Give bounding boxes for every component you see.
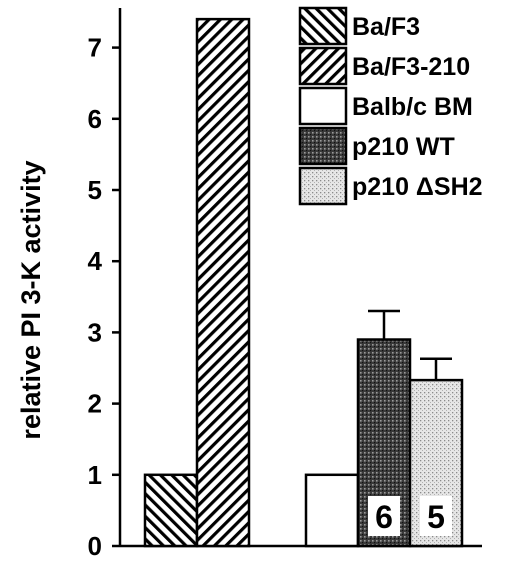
legend-swatch — [298, 166, 348, 206]
legend-swatch — [298, 46, 348, 86]
legend-swatch — [298, 86, 348, 126]
n-label-box — [420, 496, 452, 536]
n-label: 5 — [427, 499, 445, 535]
y-tick-label: 3 — [88, 317, 102, 347]
y-tick-label: 1 — [88, 460, 102, 490]
legend-swatch — [298, 126, 348, 166]
n-label-box — [368, 496, 400, 536]
legend-label: Balb/c BM — [352, 93, 473, 121]
n-label: 6 — [375, 499, 393, 535]
legend-label: p210 WT — [352, 133, 455, 161]
legend-label: Ba/F3-210 — [352, 53, 470, 81]
y-tick-label: 0 — [88, 531, 102, 561]
y-tick-label: 2 — [88, 389, 102, 419]
y-tick-label: 5 — [88, 175, 102, 205]
legend: Ba/F3 Ba/F3-210 Balb/c BM p210 WT p210 ΔSH2 — [298, 6, 483, 206]
bar-balb-c-bm — [304, 473, 360, 548]
y-axis-title: relative PI 3-K activity — [16, 160, 46, 439]
legend-label: p210 ΔSH2 — [352, 173, 483, 201]
legend-label: Ba/F3 — [352, 13, 420, 41]
y-tick-label: 7 — [88, 33, 102, 63]
y-axis-ticks: 0 1 2 3 4 5 6 7 — [88, 33, 120, 561]
legend-swatch — [298, 6, 348, 46]
y-tick-label: 6 — [88, 104, 102, 134]
bar-ba-f3-210 — [195, 17, 251, 548]
bar-ba-f3 — [143, 473, 199, 548]
y-tick-label: 4 — [88, 246, 103, 276]
